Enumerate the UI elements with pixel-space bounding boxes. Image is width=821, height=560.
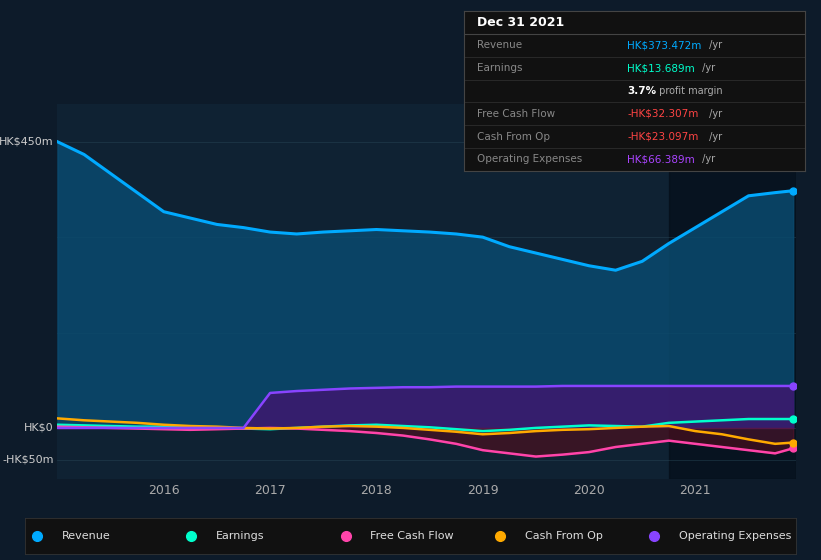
Text: Revenue: Revenue [62,531,110,541]
Text: HK$0: HK$0 [24,423,54,433]
Text: Cash From Op: Cash From Op [525,531,603,541]
Text: Cash From Op: Cash From Op [478,132,551,142]
Text: Revenue: Revenue [478,40,523,50]
Text: HK$450m: HK$450m [0,137,54,147]
Text: Dec 31 2021: Dec 31 2021 [478,16,565,29]
Text: Operating Expenses: Operating Expenses [679,531,791,541]
Text: HK$13.689m: HK$13.689m [627,63,695,73]
Text: /yr: /yr [706,40,722,50]
Text: Free Cash Flow: Free Cash Flow [478,109,556,119]
Text: Operating Expenses: Operating Expenses [478,155,583,165]
Text: HK$66.389m: HK$66.389m [627,155,695,165]
Bar [669,104,796,479]
Text: profit margin: profit margin [656,86,722,96]
Text: /yr: /yr [699,63,715,73]
Text: -HK$23.097m: -HK$23.097m [627,132,699,142]
Text: 3.7%: 3.7% [627,86,657,96]
Text: Free Cash Flow: Free Cash Flow [370,531,454,541]
Text: Earnings: Earnings [478,63,523,73]
Text: HK$373.472m: HK$373.472m [627,40,702,50]
Text: -HK$50m: -HK$50m [2,455,54,465]
Text: /yr: /yr [699,155,715,165]
Text: -HK$32.307m: -HK$32.307m [627,109,699,119]
Text: /yr: /yr [706,132,722,142]
Text: Earnings: Earnings [216,531,264,541]
Text: /yr: /yr [706,109,722,119]
